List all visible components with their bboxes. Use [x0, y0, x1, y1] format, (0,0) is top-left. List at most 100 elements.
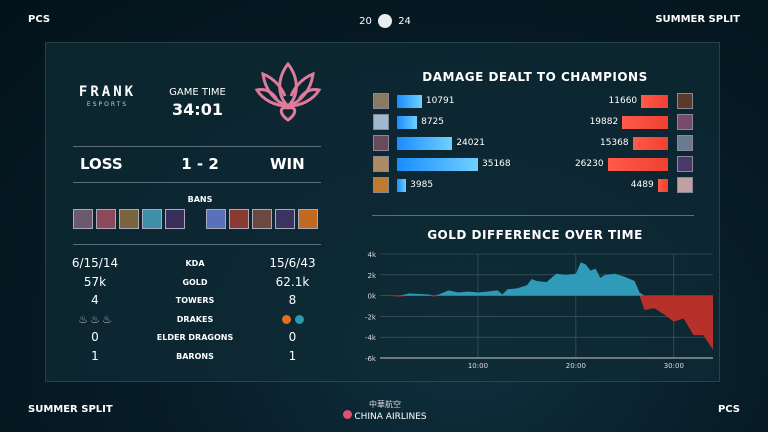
y-tick-label: -2k: [365, 313, 377, 321]
right-stat: 1: [288, 348, 297, 363]
ban-champion-portrait: [142, 209, 162, 229]
year-badge: 20 24: [355, 14, 415, 28]
logo-subtext: ESPORTS: [86, 101, 129, 108]
stat-row: 6/15/14 KDA 15/6/43: [60, 256, 330, 274]
ban-champion-portrait: [73, 209, 93, 229]
y-tick-label: 2k: [367, 272, 376, 280]
sponsor-cn: 中華航空: [369, 400, 401, 409]
cloud-drake-icon: ♨: [90, 312, 100, 326]
left-bans: [73, 209, 188, 233]
divider: [73, 146, 321, 147]
ban-champion-portrait: [252, 209, 272, 229]
split-label: SUMMER SPLIT: [655, 14, 740, 25]
left-champion-portrait: [373, 135, 389, 151]
right-stat: 8: [288, 293, 297, 307]
ban-champion-portrait: [275, 209, 295, 229]
right-damage-value: 15368: [599, 138, 629, 148]
left-stat: 6/15/14: [71, 256, 119, 270]
league-label: PCS: [28, 14, 51, 25]
left-champion-portrait: [373, 114, 389, 130]
right-champion-portrait: [677, 114, 693, 130]
left-stat: 0: [91, 330, 99, 344]
cloud-drake-icon: ♨: [78, 312, 89, 326]
y-tick-label: -6k: [365, 355, 377, 363]
left-stat: ♨ ♨ ♨: [60, 312, 130, 326]
ban-champion-portrait: [229, 209, 249, 229]
left-damage-bar: [397, 158, 478, 171]
y-tick-label: 0k: [367, 293, 376, 301]
left-stat: 4: [91, 293, 99, 307]
stat-label: TOWERS: [175, 296, 215, 305]
left-champion-portrait: [373, 177, 389, 193]
ocean-drake-icon: [294, 314, 304, 324]
left-champion-portrait: [373, 156, 389, 172]
sponsor-name: CHINA AIRLINES: [354, 412, 427, 422]
left-damage-bar: [397, 95, 422, 108]
plum-blossom-icon: [343, 410, 353, 419]
bans-label: BANS: [187, 195, 213, 204]
divider: [372, 215, 694, 216]
right-result: WIN: [270, 155, 305, 173]
gold-lead-area-red: [380, 295, 713, 350]
gold-difference-chart: 4k 2k 0k -2k -4k -6k 10:00 20:00 30:00: [365, 251, 713, 370]
right-damage-value: 4489: [630, 180, 654, 190]
game-time-label: GAME TIME: [169, 87, 226, 98]
left-damage-bar: [397, 116, 418, 129]
ban-champion-portrait: [206, 209, 226, 229]
left-stat: 57k: [83, 274, 107, 289]
left-champion-portrait: [373, 93, 389, 109]
left-damage-bar: [397, 137, 453, 150]
right-bans: [206, 209, 321, 233]
right-stat: 15/6/43: [269, 256, 316, 270]
stat-label: KDA: [185, 259, 205, 268]
right-damage-value: 19882: [589, 117, 619, 127]
right-damage-bar: [607, 158, 668, 171]
ban-champion-portrait: [165, 209, 185, 229]
stat-row: 1 BARONS 1: [60, 349, 330, 367]
lotus-logo-icon: [255, 61, 321, 122]
x-tick-label: 10:00: [468, 362, 488, 370]
right-damage-bar: [622, 116, 668, 129]
left-damage-value: 8725: [421, 117, 444, 127]
divider: [73, 244, 321, 245]
china-airlines-logo: CHINA AIRLINES: [330, 410, 440, 422]
left-damage-value: 35168: [482, 159, 511, 169]
cloud-drake-icon: ♨: [101, 312, 112, 326]
x-tick-label: 30:00: [664, 362, 684, 370]
left-damage-value: 3985: [410, 180, 434, 190]
gold-lead-area-blue: [380, 262, 713, 296]
right-champion-portrait: [677, 156, 693, 172]
right-stat: [255, 312, 330, 330]
left-stat: 1: [91, 348, 99, 363]
stat-label: DRAKES: [176, 314, 214, 324]
ban-champion-portrait: [119, 209, 139, 229]
ban-champion-portrait: [298, 209, 318, 229]
right-stat: 0: [288, 330, 297, 344]
left-result: LOSS: [80, 155, 123, 173]
stat-label: GOLD: [182, 277, 208, 287]
year-right: 24: [398, 16, 411, 27]
right-damage-bar: [632, 137, 668, 150]
infernal-drake-icon: [281, 314, 291, 324]
stat-row: 0 ELDER DRAGONS 0: [60, 330, 330, 348]
damage-chart-title: DAMAGE DEALT TO CHAMPIONS: [422, 70, 648, 84]
left-damage-value: 24021: [456, 138, 485, 148]
year-left: 20: [359, 16, 372, 27]
left-damage-value: 10791: [425, 96, 455, 106]
stat-label: BARONS: [176, 351, 214, 361]
right-damage-value: 26230: [574, 159, 604, 169]
frank-esports-logo: FRANK: [78, 84, 137, 100]
stat-row: ♨ ♨ ♨ DRAKES: [60, 312, 330, 330]
right-champion-portrait: [677, 177, 693, 193]
stat-row: 57k GOLD 62.1k: [60, 275, 330, 293]
series-score: 1 - 2: [181, 155, 219, 173]
right-damage-bar: [657, 179, 668, 192]
divider: [73, 182, 321, 183]
left-damage-bar: [397, 179, 407, 192]
stat-label: ELDER DRAGONS: [156, 333, 234, 342]
stat-row: 4 TOWERS 8: [60, 293, 330, 311]
right-champion-portrait: [677, 135, 693, 151]
x-tick-label: 20:00: [566, 362, 586, 370]
right-champion-portrait: [677, 93, 693, 109]
footer-league-label: PCS: [717, 404, 740, 415]
